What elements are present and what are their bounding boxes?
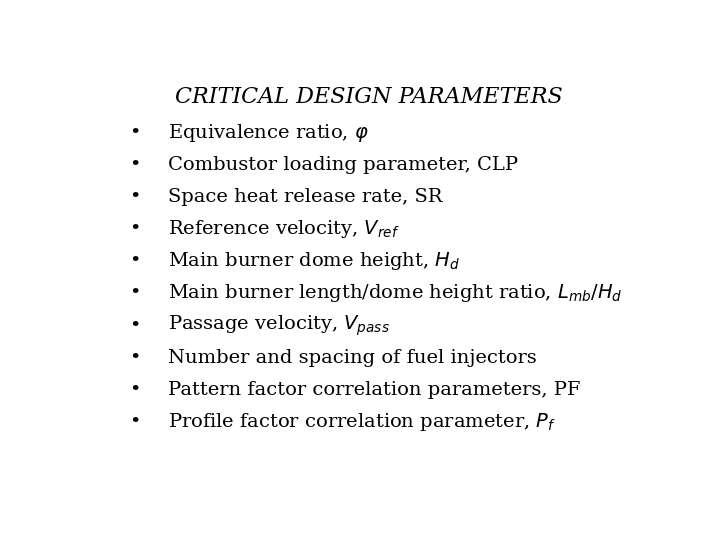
Text: Profile factor correlation parameter, $P_{f}$: Profile factor correlation parameter, $P… <box>168 410 557 433</box>
Text: •: • <box>129 253 140 271</box>
Text: Reference velocity, $V_{ref}$: Reference velocity, $V_{ref}$ <box>168 219 400 240</box>
Text: •: • <box>129 220 140 239</box>
Text: Passage velocity, $V_{pass}$: Passage velocity, $V_{pass}$ <box>168 313 390 338</box>
Text: •: • <box>129 348 140 367</box>
Text: Equivalence ratio, $\varphi$: Equivalence ratio, $\varphi$ <box>168 123 369 144</box>
Text: •: • <box>129 285 140 302</box>
Text: Number and spacing of fuel injectors: Number and spacing of fuel injectors <box>168 348 537 367</box>
Text: Main burner length/dome height ratio, $L_{mb}/H_{d}$: Main burner length/dome height ratio, $L… <box>168 282 623 305</box>
Text: •: • <box>129 381 140 399</box>
Text: •: • <box>129 413 140 430</box>
Text: •: • <box>129 124 140 143</box>
Text: •: • <box>129 157 140 174</box>
Text: •: • <box>129 188 140 206</box>
Text: •: • <box>129 316 140 334</box>
Text: CRITICAL DESIGN PARAMETERS: CRITICAL DESIGN PARAMETERS <box>175 85 563 107</box>
Text: Pattern factor correlation parameters, PF: Pattern factor correlation parameters, P… <box>168 381 580 399</box>
Text: Main burner dome height, $H_{d}$: Main burner dome height, $H_{d}$ <box>168 251 460 273</box>
Text: Combustor loading parameter, CLP: Combustor loading parameter, CLP <box>168 157 518 174</box>
Text: Space heat release rate, SR: Space heat release rate, SR <box>168 188 443 206</box>
